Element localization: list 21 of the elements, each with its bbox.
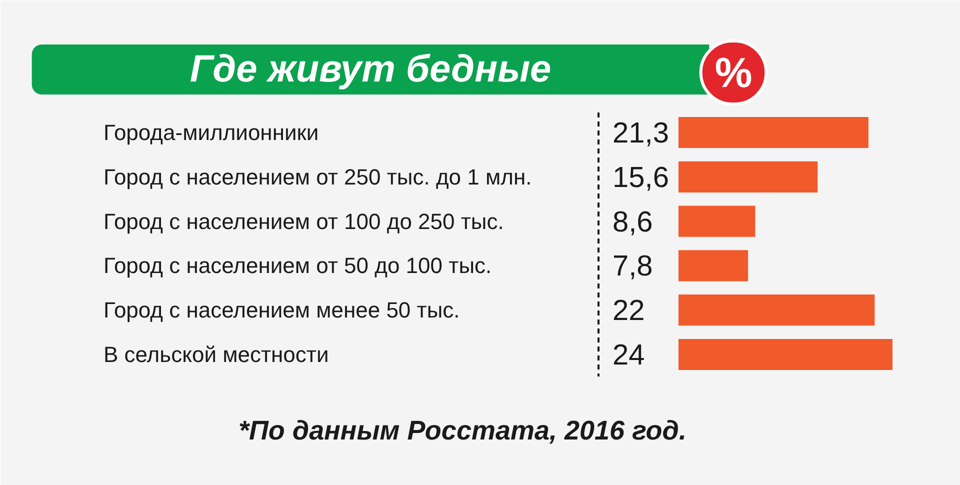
bar bbox=[678, 206, 756, 237]
bar bbox=[678, 116, 868, 148]
bar bbox=[678, 250, 748, 282]
data-label: 15,6 bbox=[612, 162, 669, 194]
text: Где живут бедные bbox=[190, 48, 552, 90]
text: *По данным Росстата, 2016 год. bbox=[238, 416, 686, 446]
data-label: 24 bbox=[612, 340, 645, 372]
y-tick-label: В сельской местности bbox=[104, 342, 329, 367]
bar bbox=[678, 338, 892, 370]
y-tick-label: Город с населением от 100 до 250 тыс. bbox=[104, 208, 504, 234]
data-label: 21,3 bbox=[612, 118, 669, 150]
y-tick-label: Город с населением от 250 тыс. до 1 млн. bbox=[104, 164, 532, 190]
bar bbox=[678, 294, 875, 326]
data-label: 22 bbox=[612, 295, 645, 328]
data-label: 7,8 bbox=[612, 250, 653, 283]
x-axis-title: % bbox=[714, 49, 752, 96]
bar bbox=[678, 161, 818, 192]
y-tick-label: Города-миллионники bbox=[104, 120, 319, 145]
y-tick-label: Город с населением от 50 до 100 тыс. bbox=[104, 253, 492, 278]
y-tick-label: Город с населением менее 50 тыс. bbox=[104, 298, 460, 323]
data-label: 8,6 bbox=[612, 206, 653, 238]
